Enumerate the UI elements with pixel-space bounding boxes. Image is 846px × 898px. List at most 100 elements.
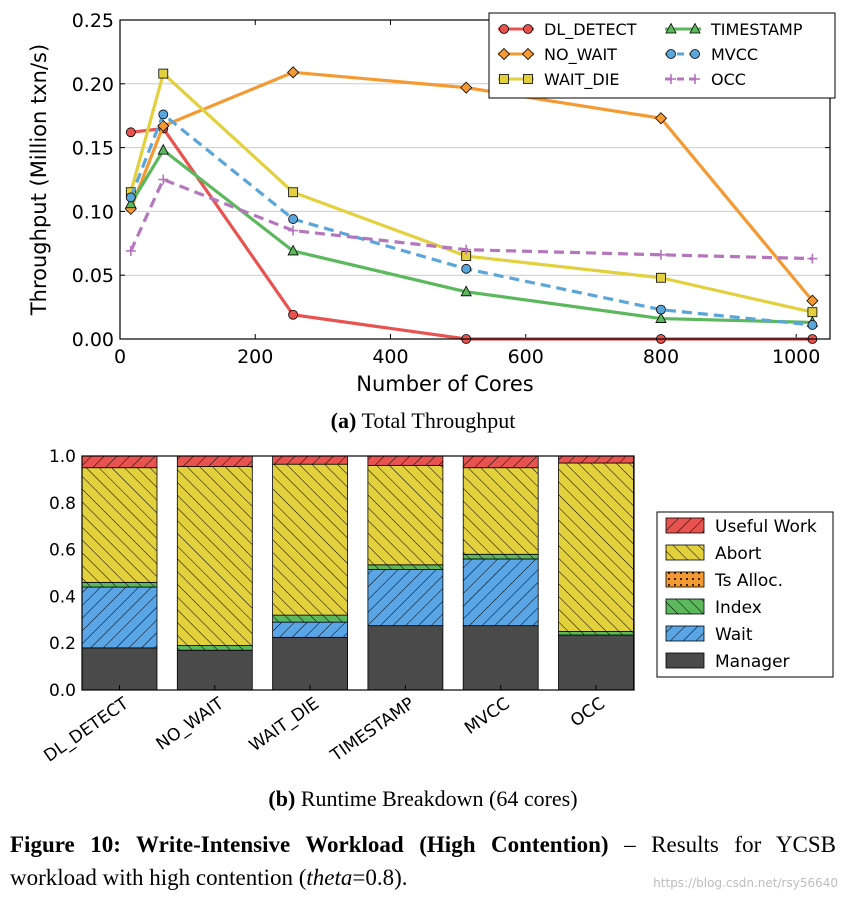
bar-segment-fill [272, 636, 349, 691]
bar-segment-index [367, 564, 444, 570]
bar-segment-hatch [82, 467, 157, 583]
legend-marker [666, 49, 676, 59]
plot-frame [81, 455, 635, 691]
bar-segment-hatch [82, 456, 157, 468]
y-tick-label: 0.2 [49, 634, 76, 654]
legend-swatch-hatch [666, 572, 704, 587]
series-line-timestamp [129, 148, 813, 325]
data-point-timestamp [157, 143, 169, 155]
x-axis-label: Number of Cores [356, 372, 534, 396]
legend-marker [497, 47, 511, 61]
data-point-occ [158, 174, 169, 185]
bar-segment-hatch [367, 564, 443, 570]
legend-marker [689, 22, 701, 34]
legend-entry-wait: Wait [665, 625, 753, 645]
bar-segment-abort [81, 467, 158, 583]
caption-b-text: Runtime Breakdown (64 cores) [300, 786, 578, 811]
legend-entry-no-wait: NO_WAIT [497, 45, 617, 65]
caption-a-text: Total Throughput [361, 408, 516, 433]
series-line-dl-detect [130, 126, 813, 341]
figure-caption-text-1: – Results for YCSB workload with high co… [10, 832, 836, 890]
legend-swatch-hatch [666, 599, 704, 614]
series-line-occ [129, 177, 813, 261]
bar-segment-fill [367, 625, 444, 691]
data-point-wait-die [158, 68, 169, 79]
caption-a-label: (a) [330, 408, 357, 433]
legend-entry-ts-alloc: Ts Alloc. [665, 571, 783, 591]
data-point-timestamp [125, 197, 137, 209]
figure-caption-text-2: =0.8). [352, 865, 408, 890]
y-tick-label: 0.25 [72, 10, 114, 32]
legend-label: Wait [715, 625, 753, 645]
data-point-mvcc [288, 214, 299, 224]
bar-segment-manager [272, 636, 349, 691]
legend-entry-manager: Manager [665, 652, 790, 672]
watermark: https://blog.csdn.net/rsy56640 [653, 876, 838, 890]
series-dl-detect [125, 123, 818, 344]
data-point-no-wait [654, 112, 668, 125]
y-tick-label: 0.05 [72, 265, 114, 287]
bar-segment-abort [272, 463, 349, 616]
legend-label: TIMESTAMP [710, 20, 803, 39]
y-tick-label: 0.0 [49, 681, 76, 701]
legend-entry-mvcc: MVCC [665, 45, 758, 64]
bar-segment-index [176, 645, 253, 651]
bar-segment-manager [367, 625, 444, 691]
bar-segment-hatch [272, 464, 348, 616]
bar-mvcc [462, 455, 539, 691]
legend-marker [690, 74, 700, 84]
legend-label: DL_DETECT [544, 20, 637, 40]
legend-label: OCC [711, 70, 746, 89]
bar-segment-hatch [558, 631, 634, 636]
bar-segment-hatch [367, 465, 443, 565]
legend-label: Useful Work [715, 517, 817, 537]
bar-segment-hatch [558, 463, 634, 632]
plot-frame [119, 19, 831, 340]
bar-segment-manager [558, 634, 634, 691]
bar-segment-useful-work [176, 455, 253, 467]
bar-segment-manager [81, 647, 158, 691]
series-line-no-wait [129, 70, 814, 302]
series-occ [125, 174, 818, 264]
legend-swatch-hatch [666, 545, 704, 560]
legend-entry-index: Index [665, 598, 762, 618]
bar-segment-index [272, 614, 349, 623]
bar-segment-manager [462, 625, 539, 691]
legend-swatch-hatch [666, 626, 704, 641]
data-point-wait-die [807, 307, 818, 318]
data-point-occ [461, 244, 472, 255]
x-tick-label: 800 [643, 346, 679, 368]
y-tick-label: 1.0 [49, 447, 76, 467]
legend-marker [499, 24, 509, 34]
bar-segment-wait [272, 621, 349, 638]
y-tick-label: 0.00 [72, 329, 114, 351]
y-tick-label: 0.15 [72, 138, 114, 160]
throughput-line-chart: 0.00 0.05 0.10 0.15 0.20 0.25 0 200 400 600 800 100… [27, 10, 836, 396]
data-point-no-wait [460, 81, 473, 94]
bar-segment-hatch [558, 456, 634, 464]
data-point-no-wait [157, 119, 170, 132]
legend-marker [499, 74, 509, 84]
data-point-no-wait [806, 294, 819, 307]
legend-marker [665, 22, 677, 34]
series-line-wait-die [129, 71, 813, 314]
legend-label: Abort [715, 544, 762, 564]
bar-segment-hatch [272, 456, 348, 465]
series-mvcc [125, 109, 818, 330]
bar-timestamp [367, 455, 444, 691]
data-point-mvcc [461, 263, 472, 274]
bar-segment-useful-work [81, 455, 158, 469]
data-point-occ [288, 225, 299, 236]
legend-entry-timestamp: TIMESTAMP [665, 20, 803, 39]
x-tick-label: 600 [508, 346, 544, 368]
series-wait-die [125, 68, 818, 318]
y-tick-label: 0.20 [72, 74, 114, 96]
legend-label: Ts Alloc. [714, 571, 783, 591]
data-point-occ [655, 249, 666, 260]
y-axis-label: Throughput (Million txn/s) [27, 44, 51, 316]
data-point-wait-die [656, 272, 666, 283]
bar-wait-die [272, 455, 349, 691]
bar-segment-fill [81, 647, 158, 691]
y-tick-label: 0.8 [49, 494, 76, 514]
